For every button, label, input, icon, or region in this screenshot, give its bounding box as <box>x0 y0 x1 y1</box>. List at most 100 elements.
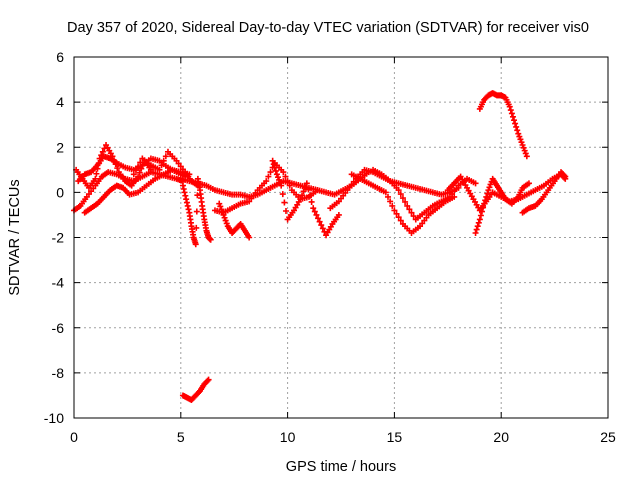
data-point <box>516 133 523 140</box>
data-point <box>265 173 272 180</box>
data-point <box>284 178 291 185</box>
data-point <box>95 160 102 167</box>
data-point <box>382 189 389 196</box>
data-point <box>307 192 314 199</box>
series-arc-13 <box>370 166 479 223</box>
data-point <box>406 206 413 213</box>
data-point <box>478 208 485 215</box>
data-point <box>246 234 253 241</box>
data-point <box>138 165 145 172</box>
data-point <box>319 225 326 232</box>
data-point <box>274 174 281 181</box>
data-point <box>507 107 514 114</box>
tick-labels: 0 5 10 15 20 25 -10 -8 -6 -4 -2 0 2 4 6 <box>44 49 616 445</box>
data-point <box>308 198 315 205</box>
data-point <box>92 175 99 182</box>
data-point <box>399 195 406 202</box>
data-point <box>310 205 317 212</box>
data-point <box>137 159 144 166</box>
data-point <box>397 217 404 224</box>
data-point <box>474 223 481 230</box>
y-axis-label: SDTVAR / TECUs <box>7 179 23 295</box>
data-point <box>480 204 487 211</box>
data-point <box>111 157 118 164</box>
data-point <box>561 172 568 179</box>
data-point <box>311 208 318 215</box>
data-point <box>302 184 309 191</box>
data-point <box>135 173 142 180</box>
data-point <box>472 229 479 236</box>
series-arc-15 <box>472 175 532 236</box>
data-point <box>387 198 394 205</box>
data-point <box>184 202 191 209</box>
data-point <box>525 180 532 187</box>
data-point <box>194 192 201 199</box>
y-tick-label: 2 <box>56 139 64 155</box>
data-point <box>193 224 200 231</box>
y-tick-label: -8 <box>52 365 65 381</box>
data-point <box>300 188 307 195</box>
data-point <box>223 220 230 227</box>
series-arc-16 <box>476 90 530 160</box>
data-point <box>132 167 139 174</box>
data-point <box>282 173 289 180</box>
data-point <box>270 161 277 168</box>
data-point <box>93 170 100 177</box>
data-point <box>484 190 491 197</box>
data-point <box>514 127 521 134</box>
data-point <box>286 182 293 189</box>
data-point <box>481 200 488 207</box>
series-arc-3 <box>73 141 154 191</box>
data-point <box>408 209 415 216</box>
data-point <box>94 165 101 172</box>
data-point <box>160 157 167 164</box>
plot-frame <box>73 56 609 419</box>
data-point <box>207 236 214 243</box>
data-point <box>313 211 320 218</box>
data-point <box>410 213 417 220</box>
series-arc-10 <box>269 157 342 239</box>
data-point <box>181 189 188 196</box>
data-point <box>508 110 515 117</box>
data-point <box>136 169 143 176</box>
data-point <box>299 192 306 199</box>
data-point <box>486 184 493 191</box>
data-point <box>221 214 228 221</box>
data-point <box>280 169 287 176</box>
series-arc-4 <box>81 166 193 216</box>
data-point <box>183 196 190 203</box>
data-point <box>402 198 409 205</box>
data-point <box>222 217 229 224</box>
data-point <box>278 182 285 189</box>
data-point <box>523 153 530 160</box>
data-point <box>156 166 163 173</box>
data-point <box>130 171 137 178</box>
data-point <box>217 203 224 210</box>
data-point <box>277 179 284 186</box>
series-arc-8 <box>216 200 253 241</box>
data-point <box>98 152 105 159</box>
data-point <box>303 180 310 187</box>
data-point <box>281 199 288 206</box>
data-point <box>314 187 321 194</box>
data-point <box>393 210 400 217</box>
data-point <box>389 202 396 209</box>
y-tick-label: 4 <box>56 94 64 110</box>
series-arc-17 <box>519 169 569 216</box>
data-point <box>509 113 516 120</box>
data-point <box>482 197 489 204</box>
data-point <box>269 157 276 164</box>
data-point <box>477 212 484 219</box>
data-point <box>96 155 103 162</box>
data-point <box>404 202 411 209</box>
data-point <box>315 215 322 222</box>
data-point <box>272 167 279 174</box>
data-point <box>158 162 165 169</box>
data-point <box>271 164 278 171</box>
data-point <box>135 163 142 170</box>
data-point <box>384 193 391 200</box>
data-point <box>192 241 199 248</box>
y-tick-label: -10 <box>44 410 64 426</box>
data-point <box>193 208 200 215</box>
data-point <box>512 120 519 127</box>
